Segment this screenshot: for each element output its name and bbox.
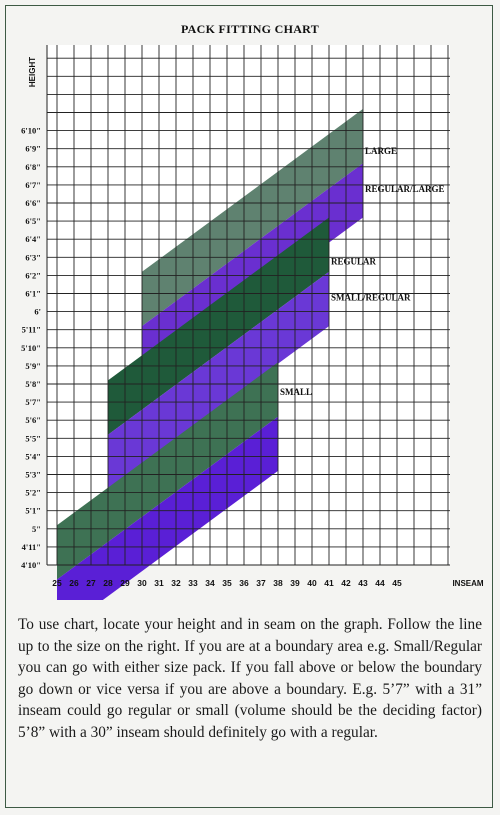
x-tick-label: 42 bbox=[341, 578, 351, 588]
band-large bbox=[142, 108, 363, 327]
pack-fitting-chart: 4'10" 4'11" 5" 5'1" 5'2" 5'3" 5'4" 5'5" 5'6" 5'7"… bbox=[21, 45, 484, 600]
band-small-lower bbox=[57, 416, 278, 600]
y-tick-label: 5'1" bbox=[25, 506, 41, 516]
y-tick-label: 5'8" bbox=[25, 379, 41, 389]
band-label-small: SMALL bbox=[280, 387, 312, 397]
y-tick-label: 6'2" bbox=[25, 270, 41, 280]
y-tick-label: 4'10" bbox=[21, 560, 41, 570]
x-tick-label: 34 bbox=[205, 578, 215, 588]
y-tick-label: 6'5" bbox=[25, 216, 41, 226]
y-tick-label: 6' bbox=[34, 307, 41, 317]
x-tick-label: 30 bbox=[137, 578, 147, 588]
x-axis-label: INSEAM bbox=[452, 579, 483, 588]
y-tick-label: 5'5" bbox=[25, 433, 41, 443]
x-tick-label: 44 bbox=[375, 578, 385, 588]
y-tick-label: 5'7" bbox=[25, 397, 41, 407]
x-tick-label: 28 bbox=[103, 578, 113, 588]
y-tick-label: 5'3" bbox=[25, 470, 41, 480]
y-axis-label: HEIGHT bbox=[28, 57, 37, 87]
band-label-large: LARGE bbox=[365, 146, 397, 156]
y-tick-label: 6'7" bbox=[25, 180, 41, 190]
y-tick-label: 5'10" bbox=[21, 343, 41, 353]
band-label-regular-large: REGULAR/LARGE bbox=[365, 184, 445, 194]
x-tick-label: 27 bbox=[86, 578, 96, 588]
y-tick-label: 6'1" bbox=[25, 289, 41, 299]
x-tick-label: 39 bbox=[290, 578, 300, 588]
y-tick-label: 5'6" bbox=[25, 415, 41, 425]
y-tick-label: 6'10" bbox=[21, 126, 41, 136]
x-tick-label: 32 bbox=[171, 578, 181, 588]
x-tick-label: 43 bbox=[358, 578, 368, 588]
x-tick-label: 45 bbox=[392, 578, 402, 588]
x-tick-label: 36 bbox=[239, 578, 249, 588]
band-small bbox=[57, 362, 278, 580]
y-tick-label: 6'9" bbox=[25, 144, 41, 154]
y-tick-label: 6'8" bbox=[25, 162, 41, 172]
y-tick-label: 5'9" bbox=[25, 361, 41, 371]
x-tick-label: 40 bbox=[307, 578, 317, 588]
y-tick-label: 5" bbox=[32, 524, 41, 534]
chart-title: PACK FITTING CHART bbox=[180, 22, 320, 36]
x-tick-label: 37 bbox=[256, 578, 266, 588]
x-tick-label: 35 bbox=[222, 578, 232, 588]
y-tick-label: 4'11" bbox=[22, 542, 41, 552]
x-tick-label: 31 bbox=[154, 578, 164, 588]
y-tick-label: 5'2" bbox=[25, 488, 41, 498]
band-small-regular bbox=[108, 271, 329, 489]
x-tick-label: 25 bbox=[52, 578, 62, 588]
chart-frame bbox=[5, 5, 493, 808]
y-tick-label: 6'4" bbox=[25, 234, 41, 244]
x-tick-label: 29 bbox=[120, 578, 130, 588]
band-label-regular: REGULAR bbox=[331, 257, 377, 267]
y-tick-label: 5'11" bbox=[22, 325, 41, 335]
x-tick-label: 26 bbox=[69, 578, 79, 588]
y-tick-label: 6'6" bbox=[25, 198, 41, 208]
x-tick-label: 41 bbox=[324, 578, 334, 588]
instructions-text: To use chart, locate your height and in … bbox=[18, 616, 482, 741]
y-tick-label: 6'3" bbox=[25, 252, 41, 262]
x-tick-label: 38 bbox=[273, 578, 283, 588]
band-label-small-regular: SMALL/REGULAR bbox=[331, 293, 411, 303]
y-tick-label: 5'4" bbox=[25, 451, 41, 461]
band-regular bbox=[108, 217, 329, 435]
x-tick-label: 33 bbox=[188, 578, 198, 588]
